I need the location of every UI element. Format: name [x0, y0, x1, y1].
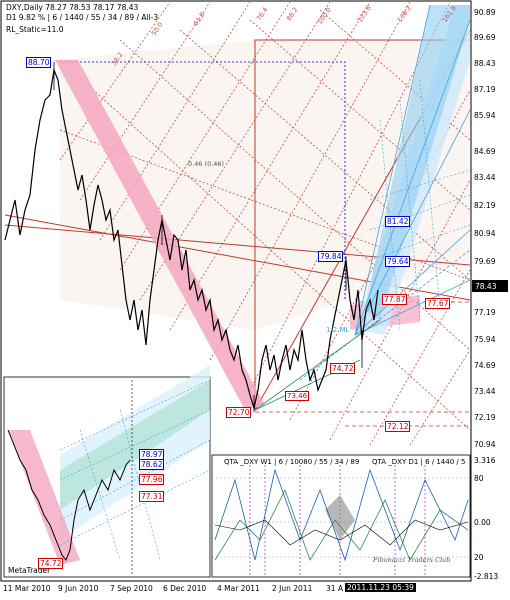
- indicator-tick: 0.00: [474, 518, 491, 527]
- static-line: RL_Static=11.0: [6, 25, 64, 34]
- inset-box: 74.72: [38, 558, 64, 569]
- level-box-high: 88.70: [26, 57, 52, 68]
- candle-wicks: [53, 62, 363, 412]
- date-tick: 4 Mar 2011: [217, 584, 260, 593]
- indicator-tick: -2.813: [474, 572, 499, 581]
- price-tick: 87.19: [474, 85, 496, 94]
- level-box-81: 81.42: [385, 216, 411, 227]
- level-box-7787: 77.87: [382, 294, 408, 305]
- price-tick: 82.19: [474, 201, 496, 210]
- indicator-panel[interactable]: [211, 454, 471, 578]
- date-tick: 11 Mar 2010: [3, 584, 51, 593]
- level-box-7472: 74.72: [330, 363, 356, 374]
- indicator-title-left: QTA _DXY W1 | 6 / 10080 / 55 / 34 / 89: [224, 458, 360, 466]
- date-tick: 6 Dec 2010: [163, 584, 207, 593]
- indicator-title-right: QTA _DXY D1 | 6 / 1440 / 5: [372, 458, 466, 466]
- date-tick: 9 Jun 2010: [58, 584, 99, 593]
- price-tick: 80.94: [474, 229, 496, 238]
- price-tick: 77.19: [474, 308, 496, 317]
- price-tick: 85.94: [474, 111, 496, 120]
- timeframe-line: D1 9.82 % | 6 / 1440 / 55 / 34 / 89 / Al…: [6, 13, 159, 22]
- current-price-marker: [472, 280, 508, 292]
- inset-box: 77.96: [139, 474, 165, 485]
- price-tick: 74.69: [474, 361, 496, 370]
- level-box-low: 72.70: [226, 407, 252, 418]
- price-tick: 70.94: [474, 440, 496, 449]
- inset-panel[interactable]: [3, 365, 211, 578]
- current-price-label: 78.43: [475, 282, 497, 291]
- indicator-watermark: Fibonacci Traders Club: [373, 556, 451, 564]
- inset-box: 78.62: [139, 459, 165, 470]
- price-tick: 75.94: [474, 335, 496, 344]
- price-tick: 84.69: [474, 147, 496, 156]
- chart-header: DXY,Daily 78.27 78.53 78.17 78.43 D1 9.8…: [6, 3, 158, 35]
- indicator-tick: 20: [474, 553, 484, 562]
- blue-fan-lines: [299, 4, 471, 381]
- price-tick: 72.19: [474, 413, 496, 422]
- symbol-line: DXY,Daily 78.27 78.53 78.17 78.43: [6, 3, 139, 12]
- high-projection: [60, 61, 346, 300]
- level-lines: [255, 301, 470, 427]
- level-box-7964: 79.64: [385, 256, 411, 267]
- date-cursor-label: 2011.11.23 05:39: [345, 583, 416, 592]
- median-line-label: 1/2 ML: [326, 326, 350, 334]
- inset-label: MetaTrader: [8, 566, 51, 575]
- price-tick: 90.89: [474, 8, 496, 17]
- price-tick: 73.44: [474, 387, 496, 396]
- center-value-annotation: 0.46 (0.46): [188, 160, 225, 168]
- price-tick: 89.69: [474, 33, 496, 42]
- date-tick: 2 Jun 2011: [272, 584, 313, 593]
- price-tick: 88.43: [474, 59, 496, 68]
- price-tick: 79.69: [474, 257, 496, 266]
- level-box-7212: 72.12: [385, 421, 411, 432]
- price-series: [4, 67, 379, 411]
- indicator-tick: 3.316: [474, 456, 496, 465]
- level-box-7984: 79.84: [318, 251, 344, 262]
- level-box-7767: 77.67: [425, 298, 451, 309]
- date-tick: 31 A: [326, 584, 344, 593]
- inset-box: 77.31: [139, 491, 165, 502]
- indicator-tick: 80: [474, 474, 484, 483]
- date-axis: 11 Mar 2010 9 Jun 2010 7 Sep 2010 6 Dec …: [0, 583, 470, 598]
- price-tick: 83.44: [474, 173, 496, 182]
- level-box-7346: 73.46: [285, 391, 310, 401]
- date-tick: 7 Sep 2010: [110, 584, 153, 593]
